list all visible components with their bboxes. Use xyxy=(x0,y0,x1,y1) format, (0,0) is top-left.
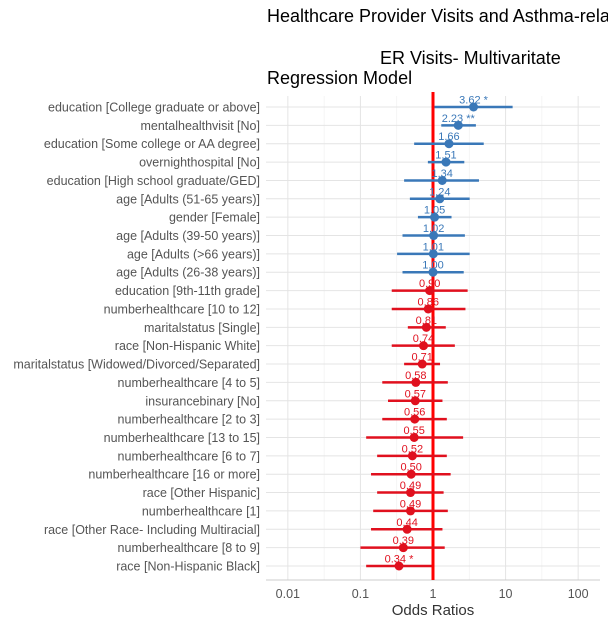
estimate-point xyxy=(425,286,435,296)
estimate-point xyxy=(398,543,408,553)
x-tick-label: 0.1 xyxy=(352,587,369,601)
value-label: 0.44 xyxy=(396,517,417,529)
term-label: mentalhealthvisit [No] xyxy=(140,119,260,133)
estimate-point xyxy=(402,524,412,534)
term-label: education [High school graduate/GED] xyxy=(47,174,260,188)
estimate-point xyxy=(406,488,416,498)
chart-title-line-1: Healthcare Provider Visits and Asthma-re… xyxy=(267,6,608,26)
estimate-point xyxy=(430,212,440,222)
term-label: numberhealthcare [8 to 9] xyxy=(118,541,260,555)
value-label: 0.57 xyxy=(405,388,426,400)
chart-title-line-2: ER Visits- Multivaritate xyxy=(380,48,561,68)
estimate-point xyxy=(409,432,419,442)
estimate-point xyxy=(441,157,451,167)
value-label: 0.39 xyxy=(393,535,414,547)
value-label: 1.05 xyxy=(424,205,445,217)
term-label: overnighthospital [No] xyxy=(139,156,260,170)
value-label: 1.51 xyxy=(435,150,456,162)
term-label: age [Adults (26-38 years)] xyxy=(116,266,260,280)
value-label: 3.62 * xyxy=(459,95,488,107)
value-label: 1.01 xyxy=(423,241,444,253)
value-label: 0.34 * xyxy=(385,554,414,566)
value-label: 0.71 xyxy=(411,352,432,364)
x-tick-label: 10 xyxy=(499,587,513,601)
value-label: 0.56 xyxy=(404,407,425,419)
estimate-point xyxy=(469,102,479,112)
estimate-point xyxy=(417,359,427,369)
value-label: 1.34 xyxy=(432,168,453,180)
term-label: education [College graduate or above] xyxy=(48,101,260,115)
value-label: 1.00 xyxy=(422,260,443,272)
value-label: 0.55 xyxy=(403,425,424,437)
term-label: gender [Female] xyxy=(169,211,260,225)
term-label: age [Adults (39-50 years)] xyxy=(116,229,260,243)
term-label: numberhealthcare [4 to 5] xyxy=(118,376,260,390)
term-label: education [9th-11th grade] xyxy=(115,284,260,298)
term-label: race [Non-Hispanic Black] xyxy=(116,560,260,574)
x-axis-title: Odds Ratios xyxy=(392,602,475,619)
term-label: numberhealthcare [10 to 12] xyxy=(104,302,260,316)
estimate-point xyxy=(410,414,420,424)
estimate-point xyxy=(421,322,431,332)
term-label: age [Adults (>66 years)] xyxy=(127,247,260,261)
term-label: numberhealthcare [6 to 7] xyxy=(118,449,260,463)
term-label: race [Other Race- Including Multiracial] xyxy=(44,523,260,537)
term-label: numberhealthcare [16 or more] xyxy=(88,468,260,482)
x-tick-label: 0.01 xyxy=(276,587,300,601)
value-label: 0.49 xyxy=(400,498,421,510)
term-label: numberhealthcare [2 to 3] xyxy=(118,413,260,427)
term-label: insurancebinary [No] xyxy=(145,394,260,408)
estimate-point xyxy=(406,469,416,479)
term-label: education [Some college or AA degree] xyxy=(44,137,260,151)
estimate-point xyxy=(419,341,429,351)
value-label: 0.58 xyxy=(405,370,426,382)
term-label: maritalstatus [Widowed/Divorced/Separate… xyxy=(13,358,260,372)
value-label: 1.02 xyxy=(423,223,444,235)
estimate-point xyxy=(410,396,420,406)
estimate-point xyxy=(453,120,463,130)
x-tick-label: 1 xyxy=(430,587,437,601)
estimate-point xyxy=(428,249,438,259)
term-label: numberhealthcare [13 to 15] xyxy=(104,431,260,445)
estimate-point xyxy=(437,175,447,185)
value-label: 1.66 xyxy=(438,131,459,143)
estimate-point xyxy=(394,561,404,571)
value-label: 0.50 xyxy=(400,462,421,474)
term-label: numberhealthcare [1] xyxy=(142,504,260,518)
estimate-point xyxy=(435,194,445,204)
estimate-point xyxy=(423,304,433,314)
value-label: 0.81 xyxy=(416,315,437,327)
value-label: 0.49 xyxy=(400,480,421,492)
x-tick-label: 100 xyxy=(568,587,589,601)
value-label: 0.52 xyxy=(402,443,423,455)
estimate-point xyxy=(428,267,438,277)
term-label: race [Non-Hispanic White] xyxy=(115,339,260,353)
term-label: race [Other Hispanic] xyxy=(143,486,260,500)
estimate-point xyxy=(411,377,421,387)
chart-title-line-3: Regression Model xyxy=(267,68,413,88)
estimate-point xyxy=(406,506,416,516)
value-label: 0.86 xyxy=(418,296,439,308)
value-label: 2.23 ** xyxy=(442,113,476,125)
value-label: 0.90 xyxy=(419,278,440,290)
value-label: 1.24 xyxy=(429,186,450,198)
estimate-point xyxy=(429,231,439,241)
term-label: age [Adults (51-65 years)] xyxy=(116,192,260,206)
term-label: maritalstatus [Single] xyxy=(144,321,260,335)
value-label: 0.74 xyxy=(413,333,434,345)
estimate-point xyxy=(444,139,454,149)
estimate-point xyxy=(407,451,417,461)
